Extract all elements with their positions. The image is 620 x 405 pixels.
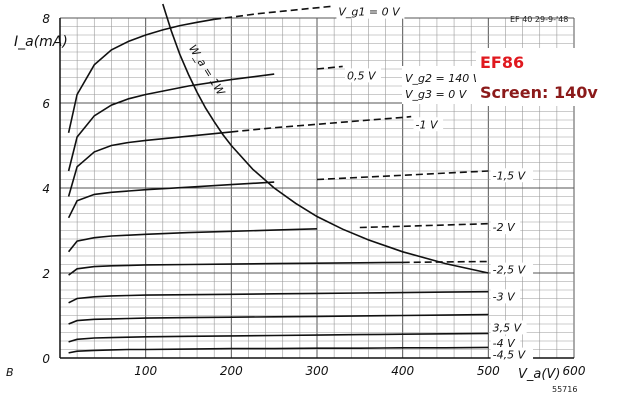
- bottom-left-mark: B: [6, 366, 14, 379]
- curve-label-background: [490, 168, 534, 183]
- tick-labels: 100 200 300 400 500 600 0 2 4 6 8: [42, 12, 585, 378]
- curve-label: 3,5 V: [493, 321, 523, 334]
- x-tick-label: 600: [563, 364, 586, 378]
- plate-curve-extension: [231, 115, 412, 133]
- x-tick-label: 200: [220, 364, 243, 378]
- curve-labels: V_g1 = 0 V 0,5 V -1 V -1,5 V -2 V -2,5 V -3 V 3…: [336, 4, 534, 362]
- plate-curve: [68, 332, 489, 343]
- curve-label: -3 V: [493, 290, 516, 303]
- plate-curves: [67, 5, 489, 354]
- condition-vg3: V_g3 = 0 V: [405, 88, 468, 101]
- curve-label-background: [490, 289, 521, 304]
- annotation-title: EF86: [480, 53, 524, 72]
- plate-curve-extension: [402, 260, 489, 264]
- figure-number: 55716: [552, 385, 577, 394]
- annotation-box: [476, 48, 616, 106]
- curve-label: 0,5 V: [347, 69, 377, 82]
- annotation-subtitle: Screen: 140v: [480, 83, 598, 102]
- curve-label-background: [490, 320, 527, 335]
- y-tick-label: 2: [42, 267, 50, 281]
- x-tick-label: 400: [391, 364, 414, 378]
- plate-curve: [68, 313, 489, 325]
- y-tick-label: 4: [42, 182, 50, 196]
- curve-label-background: [413, 117, 444, 132]
- corner-note: EF 40 29-9-'48: [510, 15, 568, 24]
- x-tick-label: 300: [306, 364, 329, 378]
- y-axis-label: I_a(mA): [14, 34, 68, 50]
- grid: [59, 17, 575, 359]
- curve-label: -2,5 V: [493, 264, 527, 277]
- curve-label-background: [490, 347, 534, 362]
- plate-curve: [68, 290, 489, 304]
- curve-label-background: [490, 220, 521, 235]
- y-tick-label: 6: [42, 97, 50, 111]
- curve-label: -1 V: [416, 118, 439, 131]
- curve-label: -4,5 V: [493, 349, 527, 362]
- plate-curve: [67, 18, 215, 133]
- plate-curve: [67, 131, 232, 197]
- plate-curve-extension: [214, 5, 335, 21]
- curve-label: -1,5 V: [493, 169, 527, 182]
- plate-curve: [67, 73, 275, 172]
- axes: [59, 18, 574, 359]
- y-tick-label: 0: [42, 352, 50, 366]
- plate-curve: [68, 346, 489, 354]
- power-curve-line: [162, 3, 489, 274]
- power-curve-label: W_a = 1W: [186, 42, 228, 98]
- curve-label: V_g1 = 0 V: [338, 6, 401, 19]
- plate-curve: [67, 181, 275, 219]
- conditions-box: [402, 66, 476, 104]
- x-axis-label: V_a(V): [518, 367, 560, 382]
- curve-label-background: [344, 68, 381, 83]
- plate-curve: [67, 228, 318, 253]
- curve-label: -2 V: [493, 221, 516, 234]
- plate-curve-extension: [316, 65, 343, 70]
- curve-label-background: [336, 4, 405, 19]
- condition-vg2: V_g2 = 140 V: [405, 72, 482, 85]
- x-tick-label: 500: [477, 364, 500, 378]
- x-tick-label: 100: [134, 364, 157, 378]
- y-tick-label: 8: [42, 12, 50, 26]
- plate-curve-extension: [359, 222, 489, 229]
- curve-label-background: [490, 336, 521, 351]
- curve-label-background: [490, 262, 534, 277]
- curve-label: -4 V: [493, 337, 516, 350]
- plate-curve-extension: [316, 170, 489, 181]
- plate-curve: [68, 261, 403, 276]
